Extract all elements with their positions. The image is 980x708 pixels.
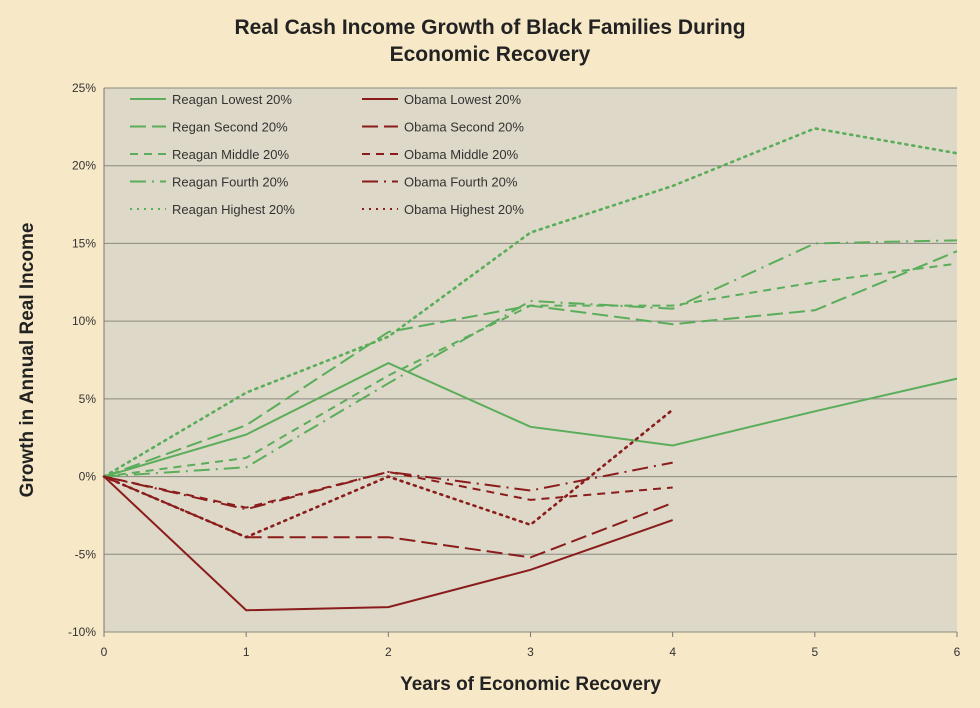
x-tick-label: 4 (669, 645, 676, 659)
x-tick-label: 1 (243, 645, 250, 659)
legend-label: Reagan Fourth 20% (172, 175, 289, 190)
y-tick-label: 0% (79, 470, 97, 484)
x-tick-label: 2 (385, 645, 392, 659)
legend-label: Obama Highest 20% (404, 202, 524, 217)
y-axis-label: Growth in Annual Real Income (17, 223, 38, 498)
legend-label: Reagan Middle 20% (172, 147, 290, 162)
legend-label: Obama Middle 20% (404, 147, 519, 162)
plot-area (104, 88, 957, 632)
legend-label: Reagan Highest 20% (172, 202, 295, 217)
x-tick-label: 0 (101, 645, 108, 659)
legend-label: Obama Fourth 20% (404, 175, 518, 190)
legend-label: Reagan Lowest 20% (172, 92, 292, 107)
y-tick-label: -10% (68, 625, 96, 639)
y-tick-label: 20% (72, 159, 96, 173)
y-tick-label: 10% (72, 314, 96, 328)
x-tick-label: 3 (527, 645, 534, 659)
legend-label: Obama Lowest 20% (404, 92, 522, 107)
x-tick-label: 5 (811, 645, 818, 659)
y-tick-label: 5% (79, 392, 97, 406)
y-tick-label: 25% (72, 81, 96, 95)
legend-label: Obama Second 20% (404, 120, 524, 135)
y-tick-label: -5% (75, 547, 97, 561)
x-tick-label: 6 (954, 645, 961, 659)
chart-title-line1: Real Cash Income Growth of Black Familie… (234, 16, 746, 39)
x-axis-label: Years of Economic Recovery (400, 674, 661, 695)
legend-label: Regan Second 20% (172, 120, 288, 135)
y-tick-label: 15% (72, 236, 96, 250)
chart-title: Real Cash Income Growth of Black Familie… (0, 14, 980, 68)
chart-title-line2: Economic Recovery (389, 43, 591, 66)
